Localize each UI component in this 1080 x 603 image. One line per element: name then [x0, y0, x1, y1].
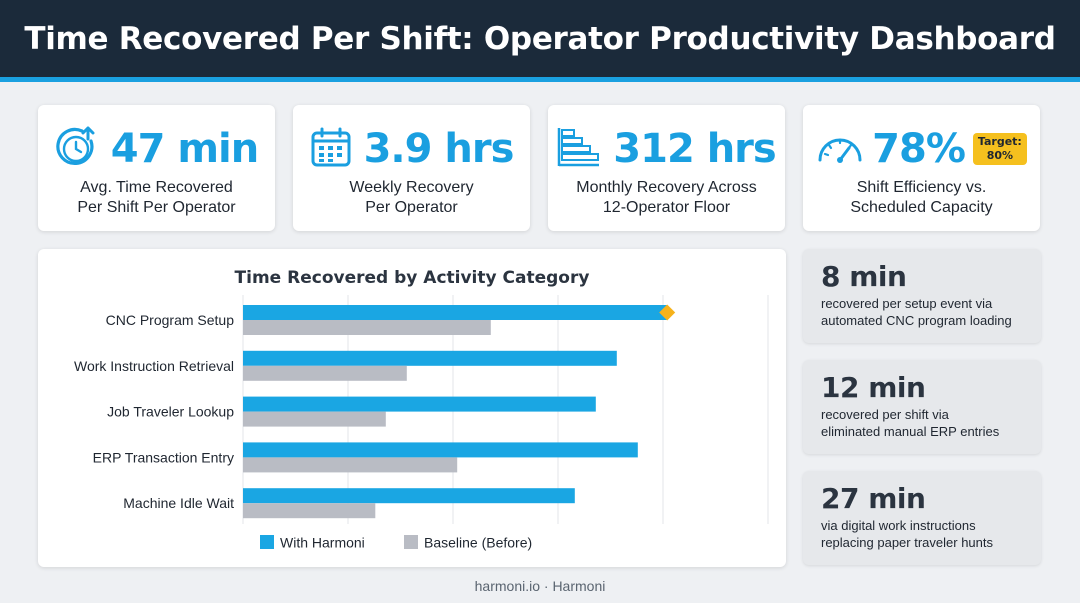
kpi-value: 47 min [110, 126, 259, 172]
callout-desc: recovered per shift via eliminated manua… [821, 407, 1000, 439]
bar-chart: Time Recovered by Activity Category CNC … [74, 268, 769, 551]
kpi-label: Monthly Recovery Across 12-Operator Floo… [576, 179, 757, 216]
kpi-card-efficiency: 78% Target: 80% Shift Efficiency vs. Sch… [803, 105, 1040, 231]
bar-with-harmoni [243, 305, 668, 320]
header-bar: Time Recovered Per Shift: Operator Produ… [0, 0, 1080, 82]
bar-baseline [243, 365, 407, 381]
category-label: CNC Program Setup [106, 312, 235, 328]
bar-baseline [243, 503, 376, 519]
bar-with-harmoni [243, 442, 638, 458]
bar-baseline [243, 411, 386, 427]
legend-label: With Harmoni [280, 535, 365, 551]
clock-arrow-icon [55, 125, 99, 173]
kpi-value: 3.9 hrs [363, 126, 515, 172]
callout-card: 12 min recovered per shift via eliminate… [803, 360, 1041, 454]
gauge-icon [816, 130, 864, 168]
callout-value: 8 min [821, 260, 907, 293]
callout-desc: via digital work instructions replacing … [821, 518, 993, 550]
highlight-diamond-marker [659, 304, 676, 321]
kpi-value: 78% [872, 126, 966, 172]
legend-swatch [260, 535, 274, 549]
category-label: ERP Transaction Entry [93, 449, 234, 465]
category-label: Job Traveler Lookup [107, 404, 234, 420]
callout-desc: recovered per setup event via automated … [821, 296, 1012, 328]
kpi-label: Avg. Time Recovered Per Shift Per Operat… [77, 179, 236, 216]
calendar-icon [310, 126, 352, 172]
chart-title: Time Recovered by Activity Category [235, 268, 590, 288]
callout-value: 12 min [821, 371, 926, 404]
bar-with-harmoni [243, 350, 617, 366]
kpi-card-avg-time: 47 min Avg. Time Recovered Per Shift Per… [38, 105, 275, 231]
kpi-label: Weekly Recovery Per Operator [349, 179, 474, 216]
callout-card: 27 min via digital work instructions rep… [803, 471, 1041, 565]
page-title: Time Recovered Per Shift: Operator Produ… [24, 20, 1056, 57]
category-label: Work Instruction Retrieval [74, 358, 234, 374]
callout-value: 27 min [821, 482, 926, 515]
bar-baseline [243, 457, 458, 473]
kpi-label: Shift Efficiency vs. Scheduled Capacity [850, 179, 993, 216]
kpi-card-weekly: 3.9 hrs Weekly Recovery Per Operator [293, 105, 530, 231]
bar-with-harmoni [243, 488, 575, 504]
stacked-bars-icon [557, 127, 601, 171]
bar-with-harmoni [243, 396, 596, 412]
target-badge: Target: 80% [972, 133, 1027, 165]
bar-baseline [243, 320, 491, 335]
legend-swatch [404, 535, 418, 549]
chart-card: Time Recovered by Activity Category CNC … [38, 249, 786, 567]
category-label: Machine Idle Wait [123, 495, 234, 511]
kpi-card-monthly: 312 hrs Monthly Recovery Across 12-Opera… [548, 105, 785, 231]
footer-credit: harmoni.io · Harmoni [474, 578, 606, 594]
kpi-value: 312 hrs [613, 126, 776, 172]
legend-label: Baseline (Before) [424, 535, 532, 551]
callout-card: 8 min recovered per setup event via auto… [803, 249, 1041, 343]
